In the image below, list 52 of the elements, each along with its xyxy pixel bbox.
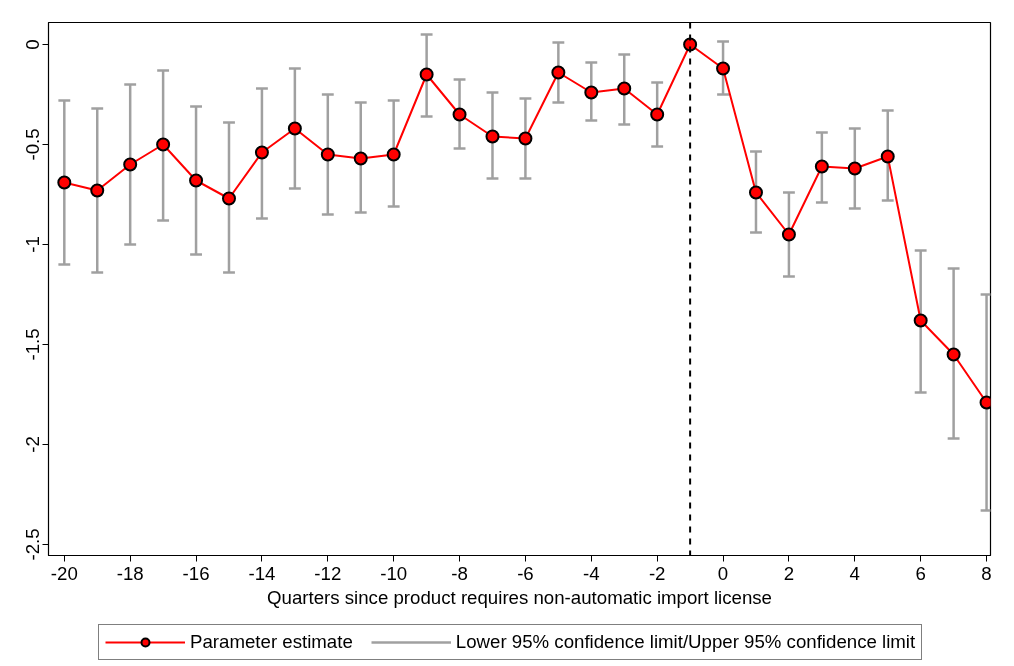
point	[222, 191, 236, 206]
point	[880, 149, 895, 164]
point	[781, 227, 796, 242]
x-tick-label: -18	[116, 562, 144, 584]
x-tick-label: 4	[849, 562, 860, 584]
point	[748, 185, 763, 200]
point	[254, 145, 269, 160]
x-tick-label: 6	[915, 562, 926, 584]
point	[287, 121, 302, 136]
x-tick-label: 0	[717, 562, 729, 584]
x-tick-label: 2	[783, 562, 795, 584]
point	[913, 313, 928, 328]
point	[353, 151, 368, 166]
x-tick-label: -14	[248, 562, 276, 584]
point	[946, 347, 961, 362]
x-tick-label: -4	[583, 562, 600, 584]
point	[156, 137, 171, 152]
text: Lower 95% confidence limit/Upper 95% confidence limit	[455, 631, 916, 653]
y-tick-label: -1.5	[21, 328, 43, 361]
y-tick-label: -2.5	[21, 528, 43, 561]
legend-label: Parameter estimate	[190, 631, 353, 653]
point	[57, 175, 72, 190]
point	[814, 159, 829, 174]
y-tick-label: -0.5	[21, 128, 43, 161]
x-tick-label: -16	[182, 562, 210, 584]
point	[716, 61, 731, 76]
point	[485, 129, 500, 144]
x-tick-label: 8	[981, 562, 992, 584]
x-tick-label: -10	[380, 562, 408, 584]
point	[584, 85, 599, 100]
point	[320, 147, 335, 162]
x-tick-label: -2	[648, 562, 666, 584]
point	[551, 65, 566, 80]
x-tick-label: -20	[50, 562, 78, 584]
point	[386, 147, 401, 162]
x-tick-label: -12	[314, 562, 342, 584]
point	[90, 183, 105, 198]
point	[123, 157, 138, 172]
point	[650, 107, 665, 122]
x-axis-title: Quarters since product requires non-automatic import license	[267, 586, 773, 608]
point	[419, 67, 434, 82]
point	[847, 161, 862, 176]
y-tick-label: -2	[21, 436, 43, 453]
y-tick-label: -1	[21, 236, 43, 253]
point	[617, 81, 632, 96]
y-tick-label: 0	[21, 39, 43, 50]
x-tick-label: -6	[517, 562, 534, 584]
point	[518, 131, 533, 146]
x-tick-label: -8	[451, 562, 468, 584]
point	[452, 107, 467, 122]
point	[683, 37, 698, 52]
point	[189, 173, 204, 188]
